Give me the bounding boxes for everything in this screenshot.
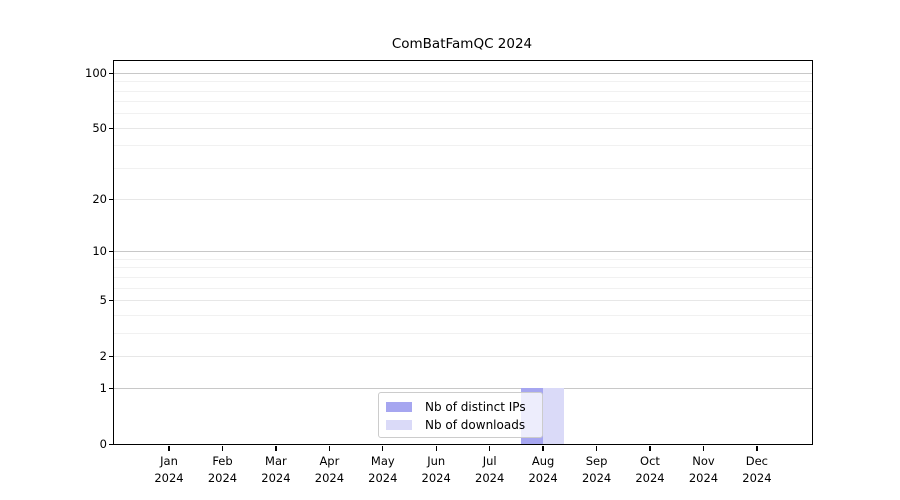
gridline-y-10 <box>114 251 812 253</box>
y-tick-2 <box>109 355 114 357</box>
x-tick-oct <box>649 446 651 451</box>
y-tick-label-20: 20 <box>92 192 107 207</box>
gridline-minor-y-60 <box>114 113 812 115</box>
y-tick-0 <box>109 443 114 446</box>
x-tick-jul <box>489 446 491 451</box>
gridline-minor-y-70 <box>114 101 812 103</box>
x-tick-label-jul: Jul 2024 <box>475 454 505 485</box>
x-tick-sep <box>595 446 598 451</box>
x-tick-label-may: May 2024 <box>368 454 398 485</box>
y-tick-label-2: 2 <box>99 348 107 363</box>
gridline-minor-y-9 <box>114 258 812 260</box>
x-tick-feb <box>221 446 224 451</box>
gridline-minor-y-6 <box>114 287 812 289</box>
y-tick-10 <box>109 251 114 253</box>
x-tick-aug <box>542 446 544 451</box>
gridline-minor-y-7 <box>114 276 812 278</box>
gridline-minor-y-4 <box>114 314 812 316</box>
y-tick-label-50: 50 <box>92 120 107 135</box>
y-tick-label-0: 0 <box>99 437 107 451</box>
y-tick-label-10: 10 <box>92 244 107 259</box>
x-tick-jan <box>168 446 170 451</box>
gridline-y-5 <box>114 299 812 301</box>
x-tick-label-sep: Sep 2024 <box>581 454 612 485</box>
y-tick-label-100: 100 <box>85 65 107 80</box>
gridline-y-2 <box>114 355 812 357</box>
x-tick-jun <box>435 446 437 451</box>
chart-title: ComBatFamQC 2024 <box>391 36 533 52</box>
x-tick-label-feb: Feb 2024 <box>207 454 238 485</box>
x-tick-label-dec: Dec 2024 <box>742 454 772 485</box>
gridline-y-20 <box>114 199 812 201</box>
plot-area <box>113 60 813 445</box>
x-tick-label-jun: Jun 2024 <box>421 454 451 485</box>
x-tick-nov <box>702 446 705 451</box>
x-tick-dec <box>756 446 758 451</box>
x-tick-label-oct: Oct 2024 <box>635 454 665 485</box>
x-tick-label-mar: Mar 2024 <box>261 454 291 485</box>
y-tick-label-5: 5 <box>99 292 107 307</box>
y-tick-label-1: 1 <box>99 381 107 396</box>
x-tick-may <box>382 446 384 451</box>
y-tick-50 <box>109 127 114 129</box>
y-tick-20 <box>109 199 114 201</box>
x-tick-label-nov: Nov 2024 <box>688 454 719 485</box>
legend-label-distinct-ips: Nb of distinct IPs <box>425 400 526 414</box>
y-tick-100 <box>109 72 114 75</box>
legend-label-downloads: Nb of downloads <box>425 418 526 432</box>
legend-item-downloads: Nb of downloads <box>386 416 534 434</box>
x-tick-label-jan: Jan 2024 <box>154 454 184 485</box>
gridline-minor-y-90 <box>114 81 812 83</box>
legend-swatch-downloads <box>386 420 412 430</box>
gridline-minor-y-3 <box>114 332 812 334</box>
y-tick-5 <box>109 299 114 302</box>
gridline-y-1 <box>114 388 812 390</box>
legend-item-distinct-ips: Nb of distinct IPs <box>386 398 534 416</box>
gridline-minor-y-80 <box>114 90 812 92</box>
gridline-minor-y-30 <box>114 167 812 169</box>
legend: Nb of distinct IPs Nb of downloads <box>378 392 543 438</box>
x-tick-mar <box>275 446 277 451</box>
x-tick-label-apr: Apr 2024 <box>314 454 345 485</box>
gridline-y-50 <box>114 127 812 129</box>
gridline-y-100 <box>114 72 812 74</box>
y-tick-1 <box>109 388 114 390</box>
x-tick-apr <box>328 446 331 451</box>
x-tick-label-aug: Aug 2024 <box>528 454 558 485</box>
gridline-minor-y-8 <box>114 267 812 269</box>
gridline-minor-y-40 <box>114 145 812 147</box>
bar-nb-of-downloads-aug <box>542 388 564 444</box>
legend-swatch-distinct-ips <box>386 402 412 412</box>
